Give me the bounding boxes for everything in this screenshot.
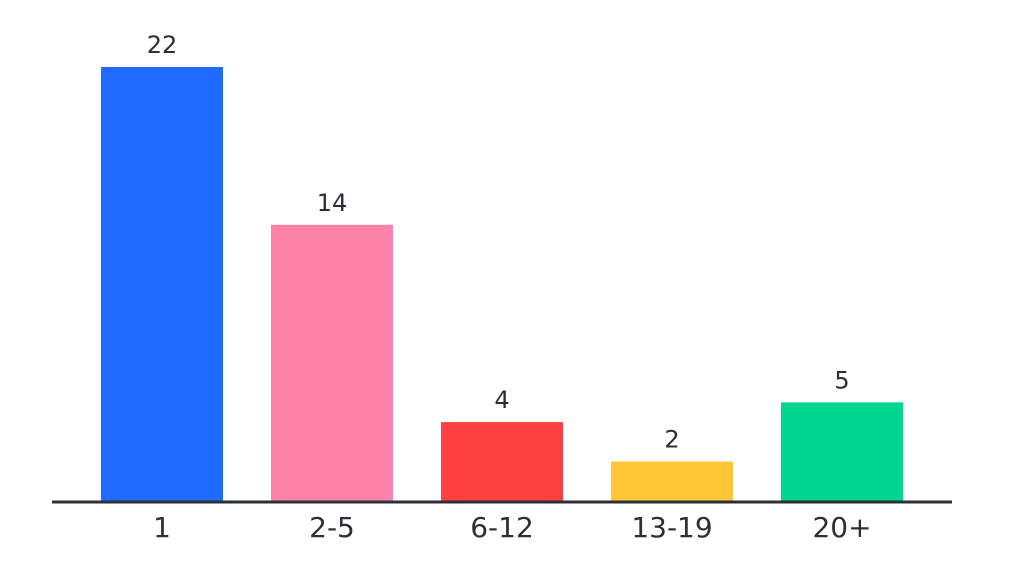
bar [271,224,393,501]
bar [781,402,903,501]
x-tick-label: 1 [153,511,171,544]
value-label: 4 [494,386,509,414]
value-label: 2 [664,426,679,454]
x-tick-label: 13-19 [631,511,712,544]
x-tick-label: 6-12 [470,511,534,544]
bar [441,422,563,501]
value-label: 14 [317,189,348,217]
x-tick-label: 20+ [812,511,871,544]
value-label: 5 [834,366,849,394]
bar [101,67,223,501]
bar [611,461,733,501]
x-tick-label: 2-5 [309,511,355,544]
value-label: 22 [147,31,178,59]
